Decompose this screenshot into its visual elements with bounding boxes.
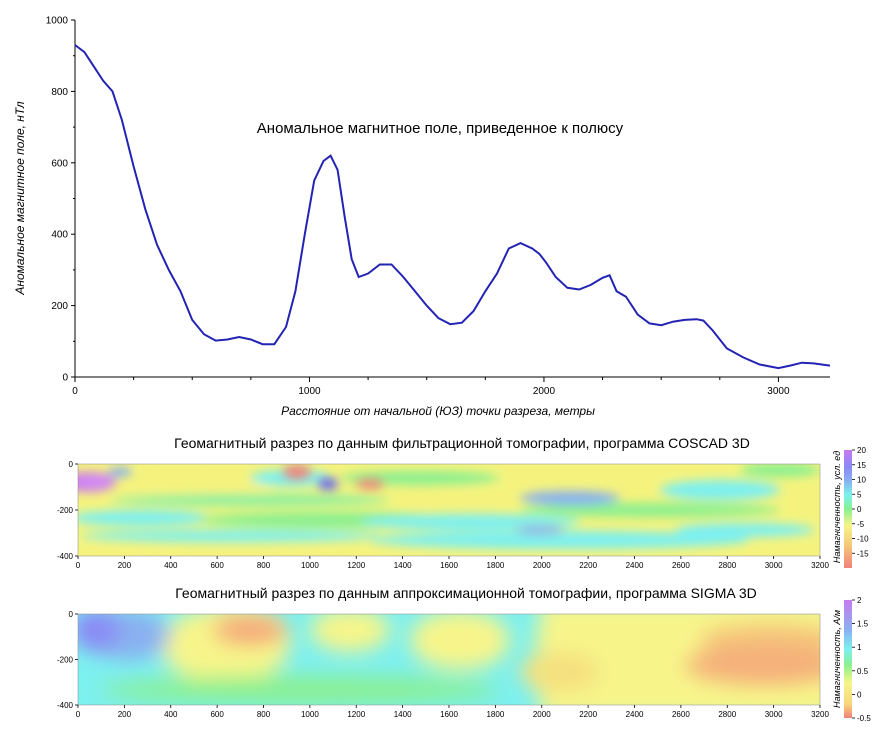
chart-annotation: Аномальное магнитное поле, приведенное к…: [257, 120, 624, 137]
x-tick-label: 2000: [533, 386, 556, 397]
heatmap-x-tick-label: 2400: [626, 561, 644, 570]
x-tick-label: 0: [72, 386, 78, 397]
heatmap-x-tick-label: 2800: [718, 710, 736, 719]
heatmap-x-tick-label: 1800: [486, 561, 504, 570]
heatmap-x-tick-label: 1400: [394, 561, 412, 570]
colorbar-tick-label: -0.5: [857, 714, 871, 723]
colorbar-sigma: [844, 600, 852, 718]
y-axis-label: Аномальное магнитное поле, нТл: [13, 101, 27, 295]
magnetic-field-line: [74, 44, 831, 370]
heatmap-x-tick-label: 400: [164, 710, 178, 719]
heatmap-x-tick-label: 2600: [672, 561, 690, 570]
heatmap-coscad-title: Геомагнитный разрез по данным фильтрацио…: [174, 435, 750, 451]
colorbar-tick-label: 2: [857, 596, 862, 605]
colorbar-tick-label: 0: [857, 505, 862, 514]
colorbar-tick-label: 0.5: [857, 667, 869, 676]
y-tick-label: 800: [51, 87, 68, 98]
heatmap-x-tick-label: 3200: [811, 561, 829, 570]
heatmap-y-tick-label: -400: [57, 701, 74, 710]
heatmap-x-tick-label: 1200: [347, 561, 365, 570]
colorbar-coscad-label: Намагниченность, усл. ед: [832, 451, 842, 563]
x-tick-label: 3000: [767, 386, 790, 397]
colorbar-tick-label: 15: [857, 461, 866, 470]
heatmap-sigma: Геомагнитный разрез по данным аппроксима…: [57, 585, 871, 723]
colorbar-tick-label: 5: [857, 490, 862, 499]
heatmap-x-tick-label: 2200: [579, 561, 597, 570]
x-axis-label: Расстояние от начальной (ЮЗ) точки разре…: [281, 404, 595, 418]
y-tick-label: 0: [62, 373, 68, 384]
y-tick-label: 200: [51, 301, 68, 312]
heatmap-x-tick-label: 800: [257, 710, 271, 719]
heatmap-x-tick-label: 2800: [718, 561, 736, 570]
heatmap-x-tick-label: 600: [210, 561, 224, 570]
heatmap-y-tick-label: -200: [57, 506, 74, 515]
heatmap-x-tick-label: 2000: [533, 561, 551, 570]
heatmap-x-tick-label: 1000: [301, 561, 319, 570]
heatmap-x-tick-label: 400: [164, 561, 178, 570]
y-tick-label: 400: [51, 230, 68, 241]
colorbar-tick-label: 10: [857, 476, 866, 485]
heatmap-x-tick-label: 1200: [347, 710, 365, 719]
colorbar-tick-label: 1.5: [857, 620, 869, 629]
heatmap-coscad: Геомагнитный разрез по данным фильтрацио…: [57, 435, 869, 570]
colorbar-tick-label: -5: [857, 520, 865, 529]
colorbar-tick-label: 1: [857, 643, 862, 652]
heatmap-x-tick-label: 1600: [440, 710, 458, 719]
colorbar-tick-label: 20: [857, 446, 866, 455]
line-chart: 0 200 400 600 800 1000 0 1000 2000 3000 Аномальн…: [13, 16, 831, 418]
heatmap-y-tick-label: 0: [69, 610, 74, 619]
heatmap-x-tick-label: 1600: [440, 561, 458, 570]
x-tick-label: 1000: [298, 386, 321, 397]
heatmap-x-tick-label: 200: [118, 561, 132, 570]
colorbar-sigma-label: Намагниченность, А/м: [832, 610, 842, 708]
colorbar-tick-label: 0: [857, 690, 862, 699]
heatmap-x-tick-label: 1800: [486, 710, 504, 719]
heatmap-x-tick-label: 0: [76, 710, 81, 719]
colorbar-tick-label: -10: [857, 535, 869, 544]
heatmap-x-tick-label: 1400: [394, 710, 412, 719]
heatmap-x-tick-label: 3200: [811, 710, 829, 719]
colorbar-coscad: [844, 450, 852, 568]
heatmap-x-tick-label: 3000: [765, 561, 783, 570]
heatmap-x-tick-label: 0: [76, 561, 81, 570]
heatmap-x-tick-label: 1000: [301, 710, 319, 719]
colorbar-tick-label: -15: [857, 549, 869, 558]
heatmap-x-tick-label: 200: [118, 710, 132, 719]
heatmap-y-tick-label: 0: [69, 460, 74, 469]
heatmap-x-tick-label: 800: [257, 561, 271, 570]
heatmap-x-tick-label: 600: [210, 710, 224, 719]
heatmap-x-tick-label: 2000: [533, 710, 551, 719]
heatmap-x-tick-label: 3000: [765, 710, 783, 719]
heatmap-x-tick-label: 2400: [626, 710, 644, 719]
heatmap-coscad-field: [78, 464, 820, 556]
heatmap-y-tick-label: -400: [57, 552, 74, 561]
heatmap-y-tick-label: -200: [57, 656, 74, 665]
heatmap-x-tick-label: 2600: [672, 710, 690, 719]
y-tick-label: 1000: [46, 16, 69, 27]
heatmap-sigma-field: [78, 614, 820, 705]
y-tick-label: 600: [51, 158, 68, 169]
heatmap-x-tick-label: 2200: [579, 710, 597, 719]
heatmap-sigma-title: Геомагнитный разрез по данным аппроксима…: [175, 585, 756, 601]
